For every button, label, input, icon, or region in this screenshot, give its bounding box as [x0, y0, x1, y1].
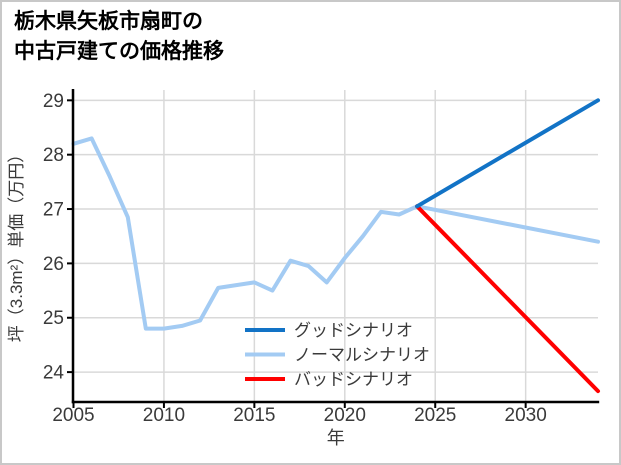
chart-title-line1: 栃木県矢板市扇町の: [14, 10, 203, 33]
x-tick-label-2025: 2025: [414, 405, 456, 426]
legend-label-normal: ノーマルシナリオ: [294, 346, 430, 365]
y-tick-label-28: 28: [43, 145, 64, 166]
series-line-good: [415, 98, 600, 209]
x-tick-label-2010: 2010: [143, 405, 185, 426]
y-tick-label-29: 29: [43, 91, 64, 112]
legend-label-good: グッドシナリオ: [294, 321, 413, 340]
y-tick-label-24: 24: [43, 363, 65, 384]
y-tick-label-27: 27: [43, 200, 64, 221]
x-tick-label-2020: 2020: [324, 405, 366, 426]
chart-title: 栃木県矢板市扇町の 中古戸建ての価格推移: [14, 7, 224, 67]
x-tick-label-2015: 2015: [233, 405, 275, 426]
y-axis-title: 坪（3.3m²）単価（万円）: [7, 146, 26, 342]
legend-label-bad: バッドシナリオ: [294, 370, 413, 389]
series-line-normal: [415, 204, 600, 244]
series-line-history: [71, 136, 420, 331]
chart-title-line2: 中古戸建ての価格推移: [14, 40, 224, 63]
series-line-bad: [415, 204, 600, 394]
y-tick-label-25: 25: [43, 308, 64, 329]
x-tick-label-2005: 2005: [52, 405, 94, 426]
x-tick-label-2030: 2030: [505, 405, 547, 426]
x-axis-title: 年: [327, 428, 345, 448]
y-tick-label-26: 26: [43, 254, 64, 275]
